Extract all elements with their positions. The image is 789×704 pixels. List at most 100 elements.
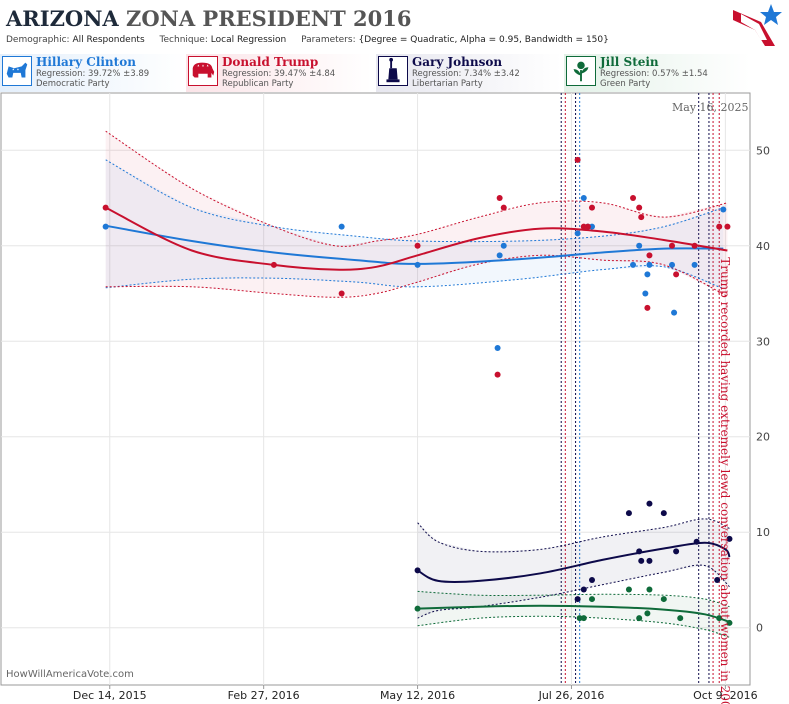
poll-point — [646, 586, 653, 593]
poll-point — [673, 271, 680, 278]
trend-line — [417, 604, 730, 623]
title-state: ARIZONA — [6, 6, 119, 31]
poll-point — [494, 344, 501, 351]
poll-point — [102, 223, 109, 230]
poll-point — [584, 223, 591, 230]
parameters-row: Demographic: All Respondents Technique: … — [6, 35, 621, 45]
candidate-card-trump: Donald Trump Regression: 39.47% ±4.84 Re… — [186, 54, 372, 92]
candidate-name: Jill Stein — [600, 55, 659, 69]
site-logo — [733, 4, 782, 46]
poll-point — [646, 252, 653, 259]
poll-point — [338, 290, 345, 297]
poll-point — [630, 261, 637, 268]
poll-point — [580, 195, 587, 202]
poll-point — [660, 510, 667, 517]
lower-bound-line — [417, 615, 730, 638]
candidate-name: Gary Johnson — [412, 55, 503, 69]
candidate-regression: Regression: 39.47% ±4.84 — [222, 69, 336, 79]
poll-point — [270, 261, 277, 268]
poll-point — [580, 615, 587, 622]
statue-of-liberty-icon — [378, 56, 408, 86]
poll-point — [630, 195, 637, 202]
poll-point — [625, 510, 632, 517]
x-tick-label: Dec 14, 2015 — [73, 689, 147, 702]
y-tick-label: 40 — [756, 240, 770, 253]
candidate-regression: Regression: 0.57% ±1.54 — [600, 69, 708, 79]
poll-point — [496, 195, 503, 202]
poll-point — [644, 304, 651, 311]
poll-point — [496, 252, 503, 259]
poll-point — [574, 596, 581, 603]
poll-point — [588, 596, 595, 603]
poll-point — [414, 567, 421, 574]
poll-point — [646, 500, 653, 507]
x-tick-label: Jul 26, 2016 — [538, 689, 605, 702]
y-tick-label: 20 — [756, 431, 770, 444]
upper-bound-line — [105, 130, 728, 247]
poll-point — [716, 223, 723, 230]
poll-point — [588, 204, 595, 211]
confidence-band — [417, 591, 730, 638]
technique-value: Local Regression — [210, 35, 287, 45]
candidate-name: Donald Trump — [222, 55, 319, 69]
candidate-card-johnson: Gary Johnson Regression: 7.34% ±3.42 Lib… — [376, 54, 562, 92]
poll-point — [574, 230, 581, 237]
poll-point — [673, 548, 680, 555]
candidate-party: Green Party — [600, 79, 651, 89]
x-tick-label: May 12, 2016 — [380, 689, 455, 702]
poll-point — [102, 204, 109, 211]
poll-point — [588, 223, 595, 230]
x-tick-label: Oct 9, 2016 — [693, 689, 758, 702]
y-tick-label: 50 — [756, 144, 770, 157]
title-rest: ZONA PRESIDENT 2016 — [126, 6, 412, 31]
poll-point — [638, 557, 645, 564]
elephant-icon — [188, 56, 218, 86]
upper-bound-line — [417, 590, 730, 608]
poll-point — [691, 261, 698, 268]
poll-point — [500, 204, 507, 211]
y-tick-label: 30 — [756, 335, 770, 348]
candidate-regression: Regression: 39.72% ±3.89 — [36, 69, 150, 79]
x-tick-label: Feb 27, 2016 — [228, 689, 300, 702]
poll-point — [726, 535, 733, 542]
upper-bound-line — [105, 159, 724, 243]
poll-point — [636, 242, 643, 249]
parameters-label: Parameters: — [301, 35, 356, 45]
plot-frame — [0, 92, 751, 686]
poll-point — [494, 371, 501, 378]
candidate-party: Libertarian Party — [412, 79, 483, 89]
site-watermark: HowWillAmericaVote.com — [6, 669, 134, 680]
donkey-icon — [2, 56, 32, 86]
parameters-value: {Degree = Quadratic, Alpha = 0.95, Bandw… — [358, 35, 609, 45]
poll-point — [669, 261, 676, 268]
poll-point — [638, 214, 645, 221]
flower-icon — [566, 56, 596, 86]
demographic-value: All Respondents — [72, 35, 145, 45]
trend-line — [417, 541, 731, 584]
poll-point — [720, 206, 727, 213]
candidate-card-clinton: Hillary Clinton Regression: 39.72% ±3.89… — [0, 54, 186, 92]
poll-point — [414, 242, 421, 249]
technique-label: Technique: — [159, 35, 208, 45]
candidate-name: Hillary Clinton — [36, 55, 136, 69]
date-stamp: May 16, 2025 — [672, 101, 749, 114]
poll-chart: 0 10 20 30 40 50 Dec 14, 2015 Feb 27, 2016 May 1… — [0, 92, 770, 704]
candidate-regression: Regression: 7.34% ±3.42 — [412, 69, 520, 79]
lower-bound-line — [417, 564, 730, 619]
poll-point — [414, 605, 421, 612]
poll-point — [691, 242, 698, 249]
poll-point — [642, 290, 649, 297]
poll-point — [625, 586, 632, 593]
poll-point — [636, 548, 643, 555]
trend-line — [105, 206, 728, 271]
candidate-party: Democratic Party — [36, 79, 110, 89]
poll-point — [636, 204, 643, 211]
poll-point — [338, 223, 345, 230]
poll-point — [660, 596, 667, 603]
chart-header: ARIZONA ZONA PRESIDENT 2016 Demographic:… — [0, 0, 789, 92]
poll-point — [677, 615, 684, 622]
poll-point — [500, 242, 507, 249]
poll-point — [646, 557, 653, 564]
poll-point — [671, 309, 678, 316]
poll-point — [580, 586, 587, 593]
